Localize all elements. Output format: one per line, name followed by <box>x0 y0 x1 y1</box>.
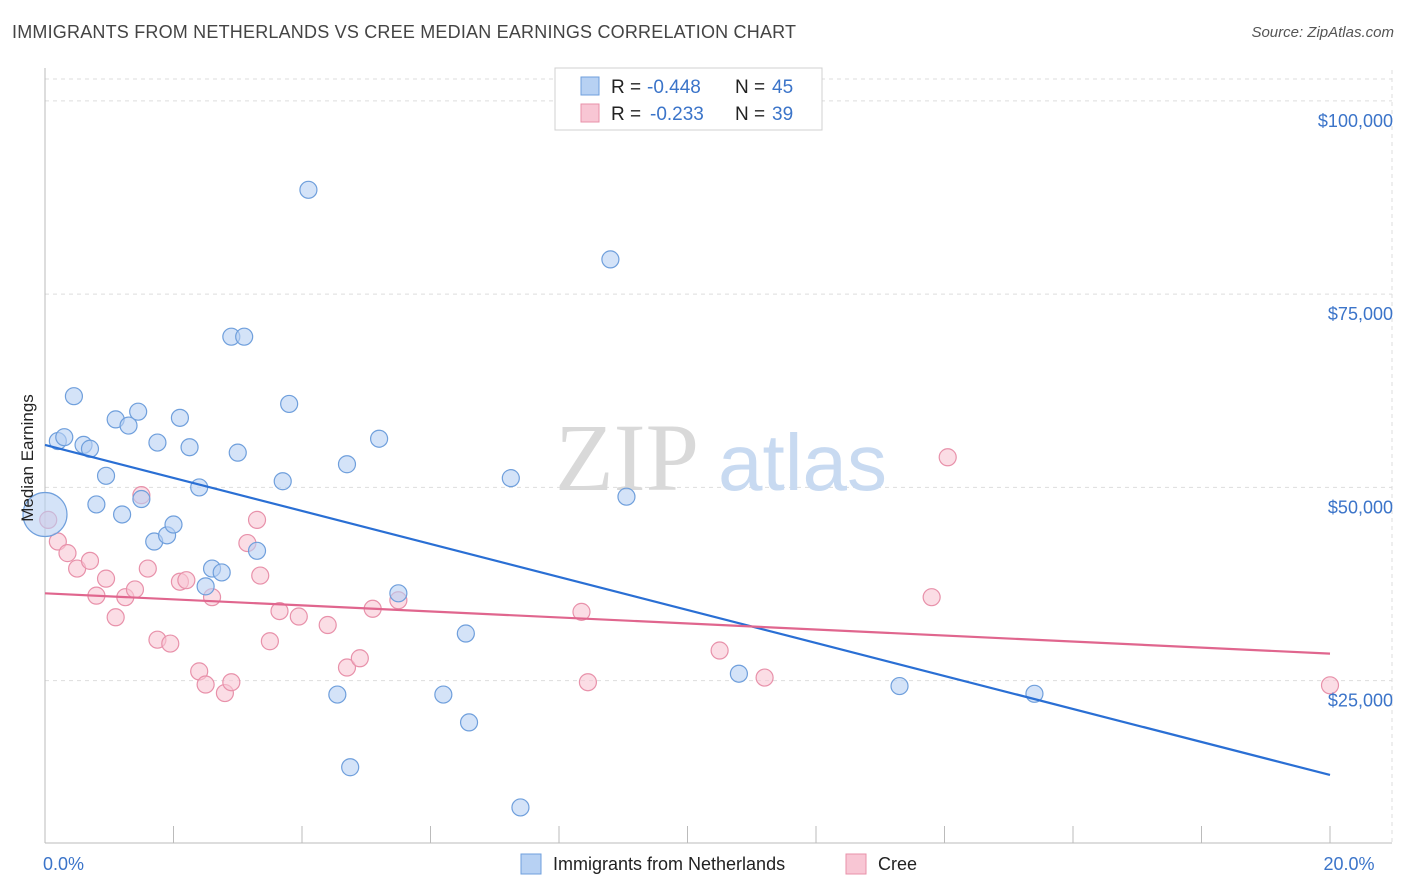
netherlands-point-27 <box>273 472 292 491</box>
netherlands-point-16 <box>164 515 183 534</box>
netherlands-point-12 <box>132 489 151 509</box>
cree-point-22 <box>247 510 267 529</box>
y-tick-label-1: $50,000 <box>1328 497 1393 517</box>
cree-point-24 <box>260 632 279 651</box>
netherlands-point-19 <box>190 478 209 497</box>
netherlands-point-10 <box>119 416 138 435</box>
netherlands-point-2 <box>55 428 74 447</box>
cree-point-35 <box>755 668 774 687</box>
x-tick-label-0: 0.0% <box>43 854 84 874</box>
netherlands-point-22 <box>212 563 231 582</box>
netherlands-point-31 <box>337 455 357 474</box>
y-tick-label-0: $25,000 <box>1328 691 1393 711</box>
legend-r-value-0: -0.448 <box>647 77 701 98</box>
cree-point-29 <box>350 649 369 668</box>
chart-title: IMMIGRANTS FROM NETHERLANDS VS CREE MEDI… <box>12 22 797 42</box>
netherlands-point-33 <box>370 429 389 448</box>
cree-point-11 <box>138 559 157 578</box>
watermark: ZIP atlas <box>555 404 887 511</box>
netherlands-point-30 <box>328 685 347 704</box>
legend-n-value-0: 45 <box>772 77 793 98</box>
x-tick-label-1: 20.0% <box>1323 854 1374 874</box>
netherlands-point-29 <box>299 180 318 199</box>
netherlands-point-20 <box>196 577 215 596</box>
netherlands-point-7 <box>96 466 116 485</box>
legend-n-label-1: N = <box>735 104 765 125</box>
netherlands-point-26 <box>247 541 267 560</box>
source-credit: Source: ZipAtlas.com <box>1251 24 1394 41</box>
netherlands-point-3 <box>64 387 84 406</box>
cree-point-23 <box>251 566 270 585</box>
cree-point-25 <box>270 601 289 621</box>
y-tick-labels: $25,000 $50,000 $75,000 $100,000 <box>1318 111 1393 711</box>
cree-point-4 <box>80 551 100 570</box>
legend-n-value-1: 39 <box>772 104 793 125</box>
cree-point-36 <box>922 588 941 607</box>
y-axis-label: Median Earnings <box>18 394 37 522</box>
series-legend-cree: Cree <box>878 854 917 874</box>
legend-swatch-pink <box>580 103 600 123</box>
legend-r-label-1: R = <box>611 104 641 125</box>
y-tick-label-3: $100,000 <box>1318 111 1393 131</box>
netherlands-point-18 <box>180 438 199 457</box>
cree-point-38 <box>1320 676 1340 695</box>
y-tick-label-2: $75,000 <box>1328 304 1393 324</box>
x-tick-labels: 0.0% 20.0% <box>43 854 1375 874</box>
netherlands-point-42 <box>729 664 749 683</box>
netherlands-points <box>22 180 1044 817</box>
axes <box>44 68 1392 844</box>
cree-point-15 <box>177 571 196 590</box>
cree-point-37 <box>938 448 957 467</box>
netherlands-point-28 <box>280 394 299 414</box>
cree-point-27 <box>318 615 337 635</box>
cree-point-17 <box>196 675 215 694</box>
legend-swatch-blue <box>580 76 600 96</box>
netherlands-point-35 <box>434 685 453 704</box>
netherlands-point-24 <box>228 443 247 462</box>
cree-point-20 <box>222 673 241 692</box>
netherlands-point-34 <box>389 584 408 603</box>
cree-point-13 <box>161 634 180 653</box>
cree-point-26 <box>289 607 308 626</box>
netherlands-point-14 <box>148 433 167 452</box>
cree-point-2 <box>58 544 77 563</box>
trend-lines <box>44 443 1331 777</box>
series-legend-swatch-cree <box>845 853 867 875</box>
cree-point-32 <box>572 602 591 621</box>
cree-point-33 <box>578 673 598 692</box>
netherlands-point-0 <box>22 491 68 538</box>
netherlands-point-37 <box>459 713 479 732</box>
cree-points <box>39 448 1340 703</box>
netherlands-point-36 <box>456 624 475 643</box>
cree-point-6 <box>96 569 116 588</box>
legend-r-value-1: -0.233 <box>650 104 704 125</box>
legend-n-label-0: N = <box>735 77 765 98</box>
netherlands-point-9 <box>112 505 132 524</box>
series-legend-swatch-netherlands <box>520 853 542 875</box>
netherlands-point-32 <box>341 758 360 777</box>
series-legend: Immigrants from Netherlands Cree <box>520 853 917 875</box>
netherlands-point-6 <box>87 495 106 514</box>
cree-point-28 <box>337 658 357 677</box>
watermark-atlas: atlas <box>718 418 887 507</box>
netherlands-point-39 <box>511 798 530 817</box>
netherlands-point-25 <box>235 327 254 346</box>
correlation-legend: R = -0.448 N = 45 R = -0.233 N = 39 <box>554 67 823 131</box>
grid-lines <box>45 70 1393 843</box>
netherlands-trend-line <box>44 443 1331 777</box>
netherlands-point-17 <box>170 408 190 427</box>
legend-r-label-0: R = <box>611 77 641 98</box>
series-legend-netherlands: Immigrants from Netherlands <box>553 854 785 874</box>
cree-point-34 <box>710 641 729 660</box>
netherlands-point-11 <box>129 402 148 421</box>
netherlands-point-41 <box>617 487 636 506</box>
netherlands-point-40 <box>601 250 620 269</box>
netherlands-point-38 <box>501 469 520 488</box>
netherlands-point-43 <box>890 676 909 696</box>
cree-point-7 <box>106 608 125 627</box>
cree-point-9 <box>125 580 145 599</box>
cree-trend-line <box>44 592 1331 655</box>
